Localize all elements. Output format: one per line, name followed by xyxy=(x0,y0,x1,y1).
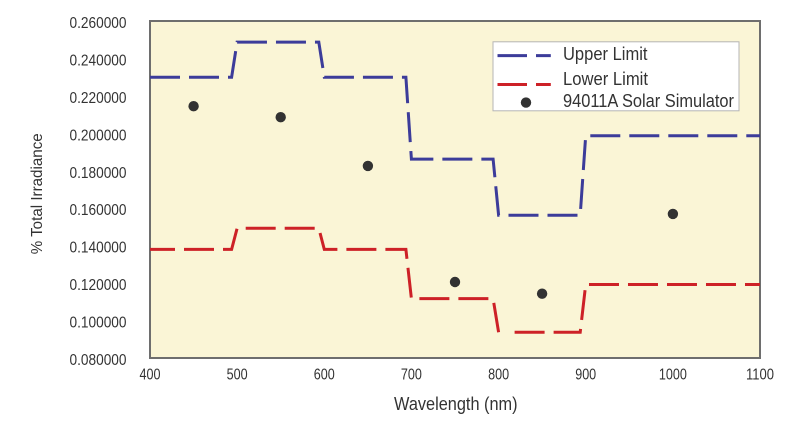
svg-text:Upper Limit: Upper Limit xyxy=(563,43,648,64)
svg-text:% Total Irradiance: % Total Irradiance xyxy=(29,133,46,254)
svg-text:700: 700 xyxy=(401,367,422,384)
svg-text:900: 900 xyxy=(575,367,596,384)
svg-text:600: 600 xyxy=(314,367,335,384)
svg-text:Lower Limit: Lower Limit xyxy=(563,68,648,89)
svg-text:0.140000: 0.140000 xyxy=(70,240,127,257)
svg-text:500: 500 xyxy=(227,367,248,384)
svg-text:0.260000: 0.260000 xyxy=(70,15,127,32)
svg-text:1000: 1000 xyxy=(659,367,687,384)
svg-text:0.160000: 0.160000 xyxy=(70,202,127,219)
svg-text:400: 400 xyxy=(140,367,161,384)
svg-text:0.240000: 0.240000 xyxy=(70,52,127,69)
svg-text:0.180000: 0.180000 xyxy=(70,165,127,182)
svg-text:0.200000: 0.200000 xyxy=(70,127,127,144)
svg-text:0.220000: 0.220000 xyxy=(70,90,127,107)
svg-text:Wavelength (nm): Wavelength (nm) xyxy=(394,394,518,414)
svg-text:0.100000: 0.100000 xyxy=(70,315,127,332)
svg-text:0.080000: 0.080000 xyxy=(70,352,127,369)
svg-text:0.120000: 0.120000 xyxy=(70,277,127,294)
svg-text:1100: 1100 xyxy=(746,367,774,384)
svg-text:94011A Solar Simulator: 94011A Solar Simulator xyxy=(563,90,734,111)
svg-text:800: 800 xyxy=(488,367,509,384)
